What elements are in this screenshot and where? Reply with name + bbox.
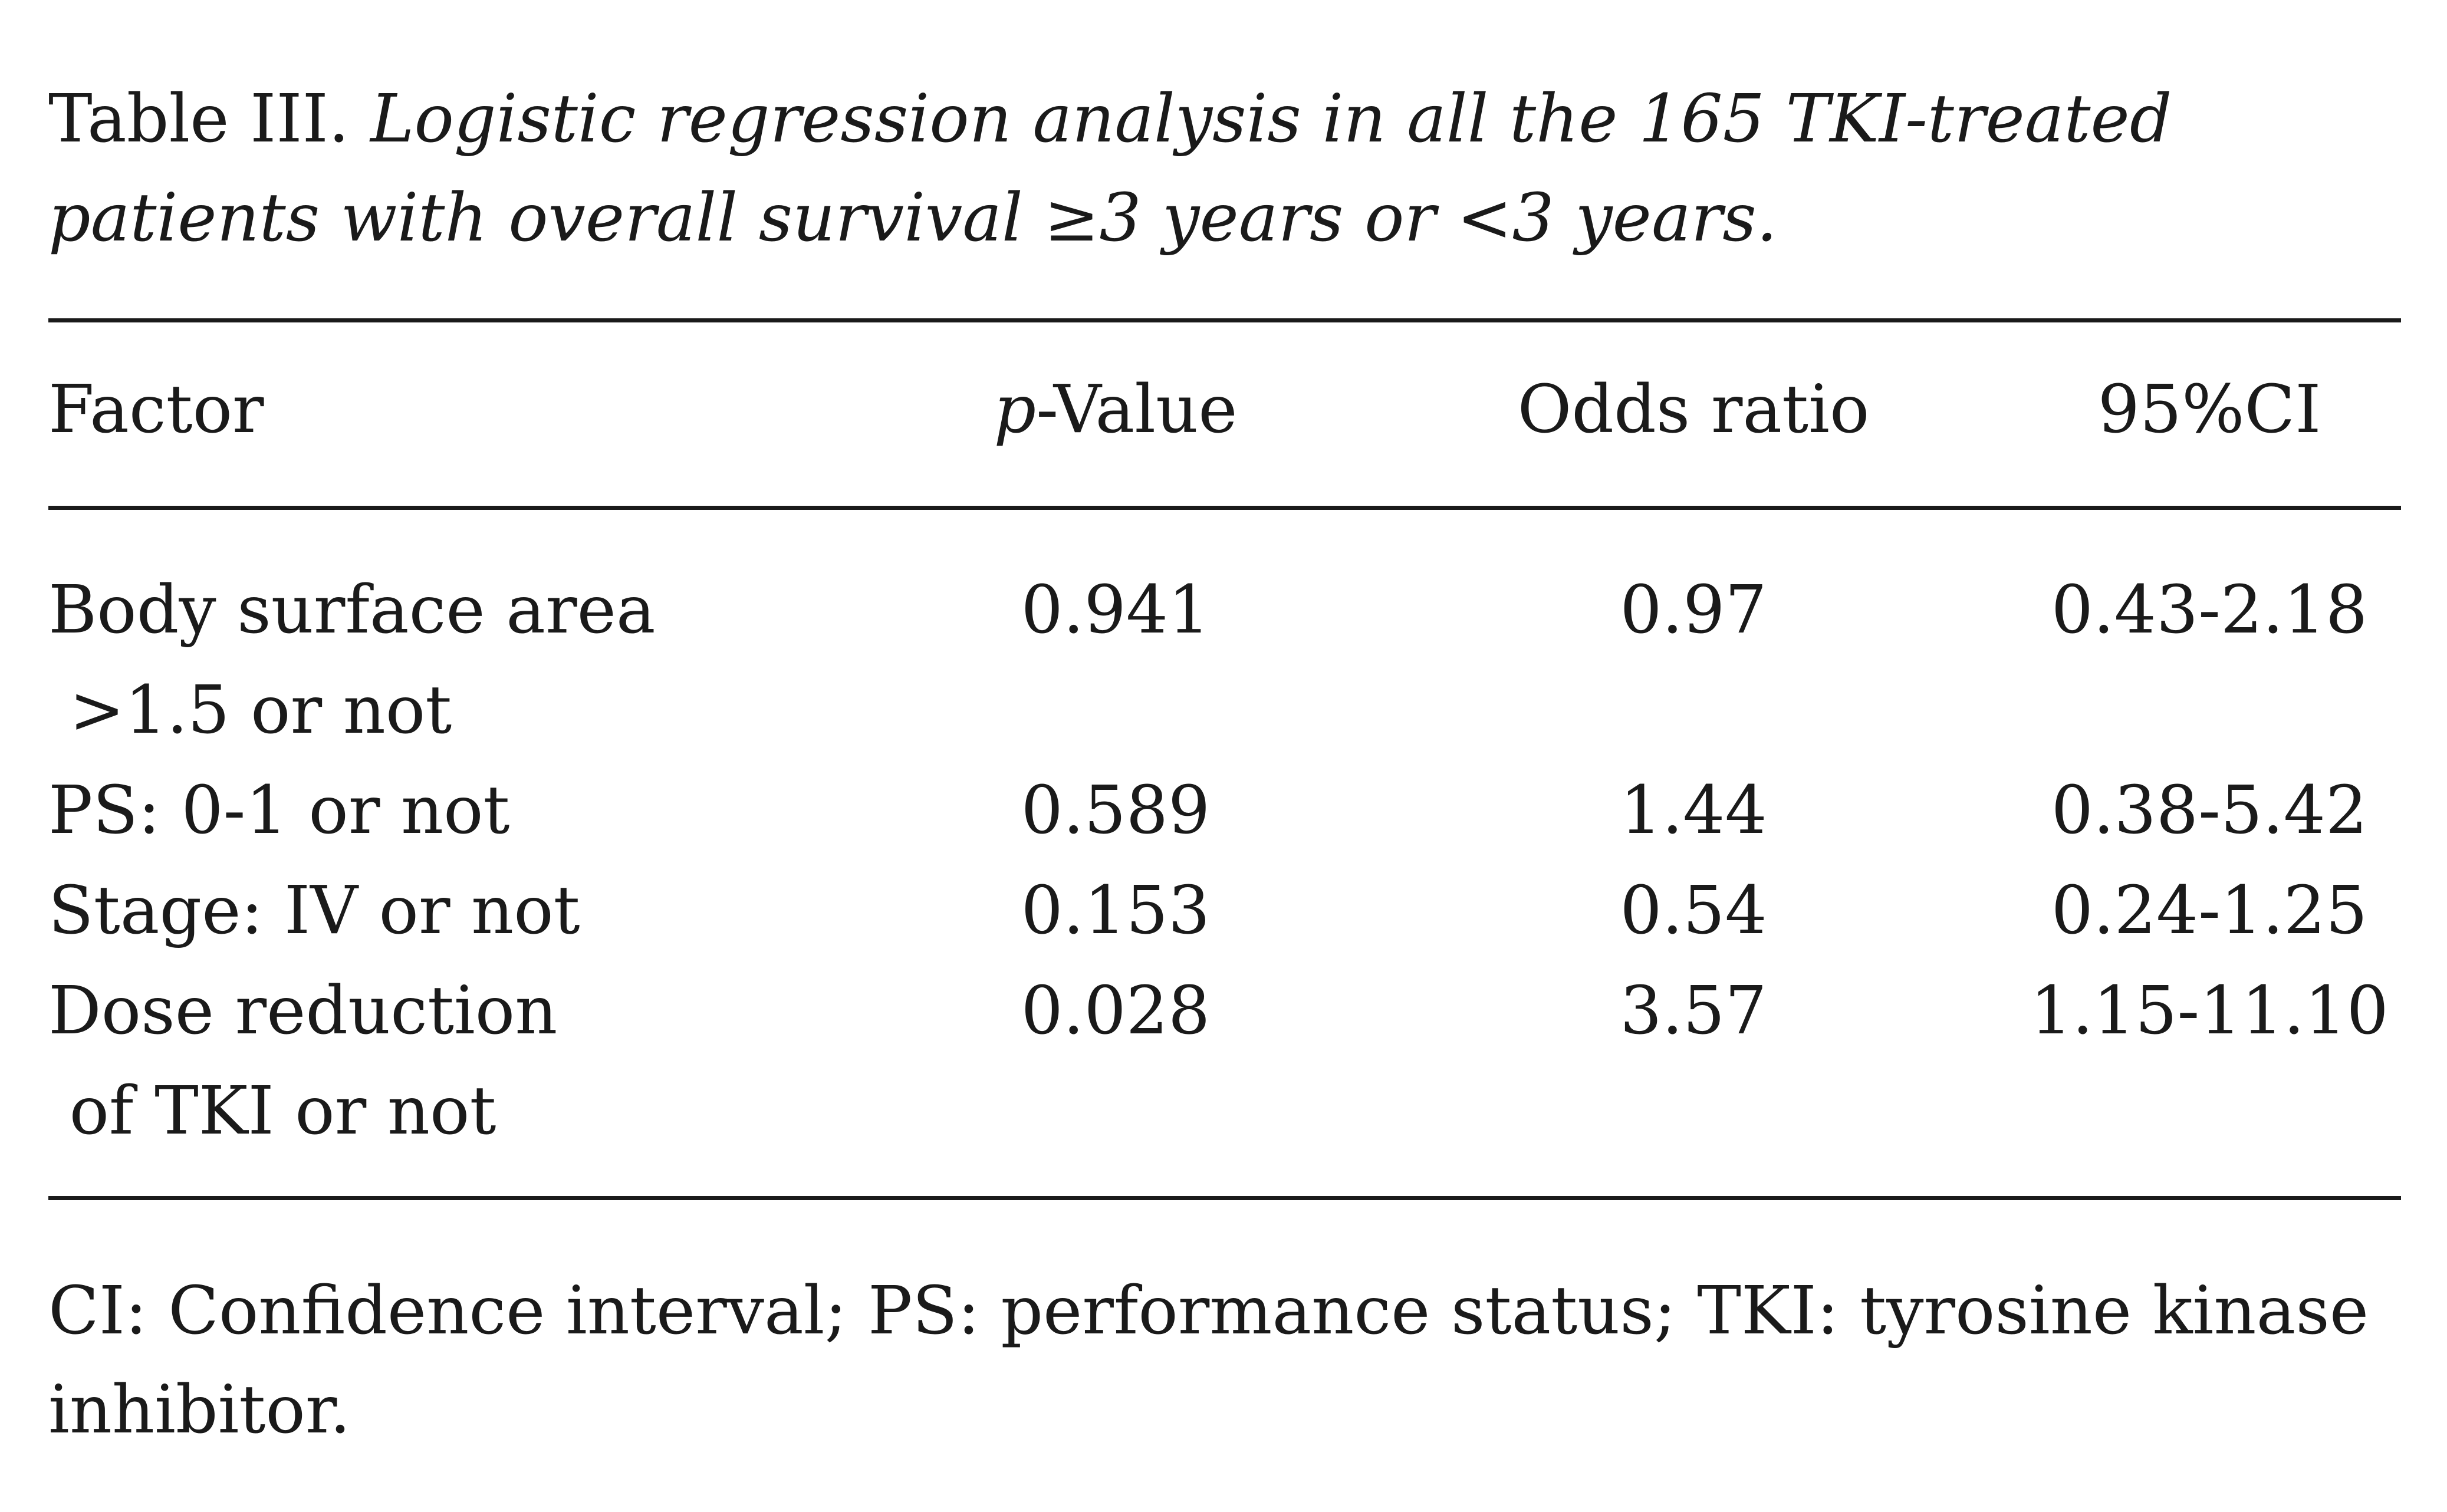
header-p-rest: -Value (1036, 371, 1238, 448)
header-ci: 95%CI (2097, 371, 2321, 448)
table-footnote: CI: Confidence interval; PS: performance… (48, 1273, 2369, 1448)
header-odds-ratio: Odds ratio (1517, 371, 1870, 448)
factor-line: Dose reduction (48, 973, 558, 1049)
table-row: Dose reduction of TKI or not 0.028 3.57 … (48, 961, 2401, 1161)
table-row: PS: 0-1 or not 0.589 1.44 0.38-5.42 (48, 760, 2401, 861)
table-row: Body surface area >1.5 or not 0.941 0.97… (48, 560, 2401, 760)
p-value-cell: 0.941 (1021, 572, 1211, 648)
ci-cell: 0.43-2.18 (2051, 572, 2368, 648)
factor-line: >1.5 or not (48, 672, 452, 749)
factor-line: of TKI or not (48, 1073, 496, 1149)
factor-cell: Stage: IV or not (48, 861, 815, 961)
table-header-row: Factor p-Value Odds ratio 95%CI (48, 360, 2401, 460)
factor-line: Stage: IV or not (48, 872, 580, 949)
table-body: Body surface area >1.5 or not 0.941 0.97… (48, 560, 2401, 1161)
caption-title: Logistic regression analysis in all the … (48, 81, 2172, 256)
ci-cell: 0.24-1.25 (2051, 872, 2368, 949)
bottom-rule (48, 1196, 2401, 1200)
odds-ratio-cell: 3.57 (1620, 973, 1767, 1049)
ci-cell: 0.38-5.42 (2051, 772, 2368, 849)
header-p-value: p-Value (862, 360, 1369, 460)
top-rule (48, 318, 2401, 322)
p-value-cell: 0.589 (1021, 772, 1211, 849)
factor-line: Body surface area (48, 572, 656, 648)
factor-line: PS: 0-1 or not (48, 772, 510, 849)
table-row: Stage: IV or not 0.153 0.54 0.24-1.25 (48, 861, 2401, 961)
table-caption: Table III. Logistic regression analysis … (48, 70, 2401, 268)
header-p-italic: p (994, 371, 1037, 448)
odds-ratio-cell: 0.54 (1620, 872, 1767, 949)
ci-cell: 1.15-11.10 (2030, 973, 2389, 1049)
factor-cell: Body surface area >1.5 or not (48, 560, 815, 760)
factor-cell: Dose reduction of TKI or not (48, 961, 815, 1161)
odds-ratio-cell: 1.44 (1620, 772, 1767, 849)
table-figure: Table III. Logistic regression analysis … (48, 0, 2401, 1512)
odds-ratio-cell: 0.97 (1620, 572, 1767, 648)
caption-label: Table III. (48, 81, 350, 157)
factor-cell: PS: 0-1 or not (48, 760, 815, 861)
header-rule (48, 506, 2401, 510)
header-factor: Factor (48, 371, 264, 448)
p-value-cell: 0.028 (1021, 973, 1211, 1049)
p-value-cell: 0.153 (1021, 872, 1211, 949)
